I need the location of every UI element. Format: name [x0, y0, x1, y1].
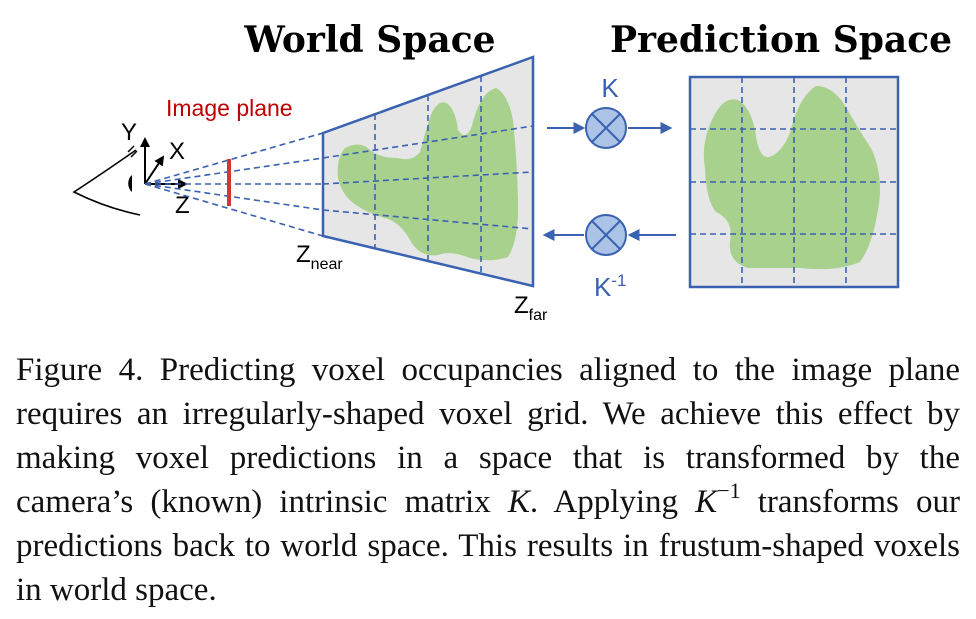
axis-x-label: X	[169, 138, 185, 165]
image-plane-label: Image plane	[166, 95, 293, 121]
prediction-space-title: Prediction Space	[610, 19, 952, 61]
camera-eye-icon	[72, 145, 141, 216]
kinv-operator-label: K-1	[594, 271, 626, 302]
z-near-label: Znear	[296, 241, 343, 273]
caption-matrix-k: K	[507, 484, 530, 520]
world-frustum-outline	[321, 55, 535, 288]
k-transform-icon	[585, 107, 627, 149]
caption-matrix-k-inverse: K	[695, 484, 718, 520]
caption-suffix: transforms our predictions back to world…	[16, 484, 960, 608]
caption-prefix: Figure 4. Predicting voxel occupancies a…	[16, 352, 960, 520]
prediction-voxel-grid	[690, 77, 898, 287]
prediction-occupancy-shape	[703, 86, 880, 270]
figure-diagram: World Space Prediction Space Y X Z Image…	[72, 19, 952, 324]
caption-mid: . Applying	[529, 484, 696, 520]
camera-rays	[144, 132, 324, 237]
k-operator-label: K	[601, 73, 619, 103]
axis-z-label: Z	[175, 192, 190, 219]
world-occupancy-shape	[337, 88, 519, 261]
kinv-transform-icon	[585, 214, 627, 256]
caption-inverse-exponent: −1	[717, 478, 741, 503]
axis-y-label: Y	[121, 119, 137, 146]
figure-caption: Figure 4. Predicting voxel occupancies a…	[16, 348, 960, 612]
world-voxel-grid	[322, 76, 534, 273]
prediction-box-outline	[688, 75, 900, 289]
world-space-title: World Space	[243, 19, 495, 61]
z-far-label: Zfar	[514, 292, 548, 324]
